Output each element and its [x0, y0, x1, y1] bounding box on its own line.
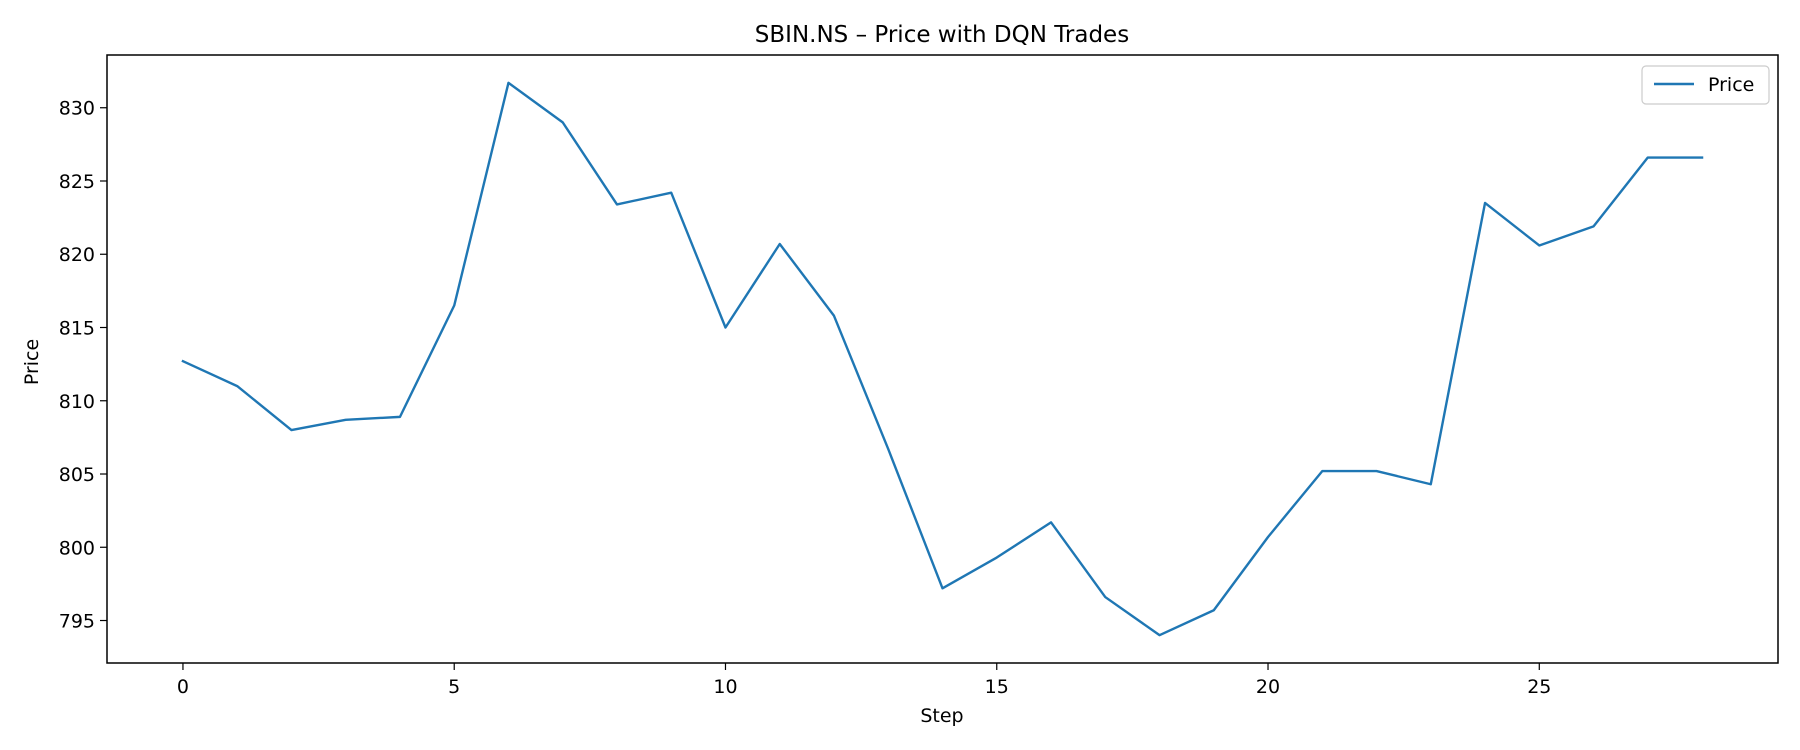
y-tick-label: 820 [59, 244, 95, 266]
axes-frame [106, 54, 1779, 664]
plot-area [181, 81, 1704, 637]
legend-box [1641, 65, 1770, 105]
y-tick-label: 810 [59, 391, 95, 413]
legend-label-price: Price [1708, 74, 1754, 96]
y-axis-label: Price [21, 339, 43, 385]
y-axis: 795 800 805 810 815 820 825 830 [59, 98, 107, 633]
x-axis: 0 5 10 15 20 25 [177, 663, 1551, 698]
x-tick-label: 15 [985, 676, 1009, 698]
x-axis-label: Step [920, 705, 963, 727]
x-tick-label: 25 [1527, 676, 1551, 698]
x-tick-label: 10 [713, 676, 737, 698]
y-tick-label: 825 [59, 171, 95, 193]
x-tick-label: 20 [1256, 676, 1280, 698]
y-tick-label: 800 [59, 537, 95, 559]
y-tick-label: 815 [59, 318, 95, 340]
y-tick-label: 795 [59, 611, 95, 633]
x-tick-label: 0 [177, 676, 189, 698]
y-tick-label: 805 [59, 464, 95, 486]
chart-title: SBIN.NS – Price with DQN Trades [755, 22, 1129, 48]
y-tick-label: 830 [59, 98, 95, 120]
x-tick-label: 5 [448, 676, 460, 698]
legend: Price [1641, 65, 1770, 105]
